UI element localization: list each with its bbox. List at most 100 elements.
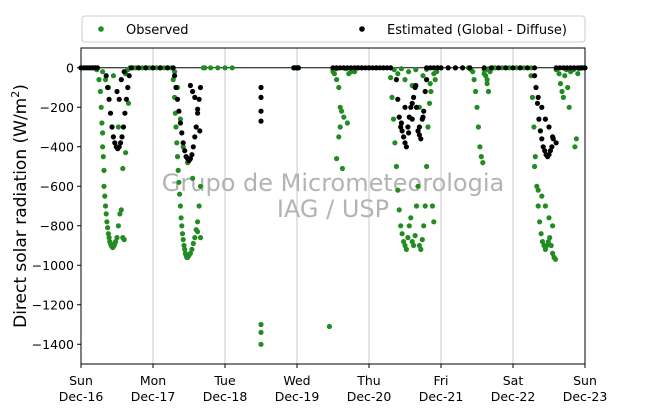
observed-point: [550, 223, 556, 229]
estimated-point: [402, 104, 408, 110]
observed-point: [334, 77, 340, 83]
x-tick-label-date: Dec-16: [59, 389, 104, 404]
estimated-point: [373, 65, 379, 71]
legend-marker-observed: [98, 26, 104, 32]
observed-point: [195, 219, 201, 225]
estimated-point: [396, 114, 402, 120]
observed-point: [98, 104, 104, 110]
estimated-point: [431, 65, 437, 71]
estimated-point: [539, 104, 545, 110]
estimated-point: [402, 140, 408, 146]
observed-point: [258, 341, 264, 347]
y-tick-label: 0: [66, 60, 74, 75]
estimated-point: [424, 65, 430, 71]
estimated-point: [334, 65, 340, 71]
estimated-point: [341, 65, 347, 71]
observed-point: [418, 246, 424, 252]
x-tick-label-date: Dec-20: [347, 389, 392, 404]
estimated-point: [103, 73, 109, 79]
estimated-point: [197, 128, 203, 134]
observed-point: [415, 183, 421, 189]
observed-point: [399, 231, 405, 237]
observed-point: [413, 203, 420, 209]
observed-point: [352, 69, 358, 75]
estimated-point: [564, 65, 570, 71]
observed-point: [102, 193, 108, 199]
observed-point: [174, 154, 181, 160]
observed-point: [557, 81, 564, 87]
observed-point: [412, 233, 418, 239]
observed-point: [474, 104, 480, 110]
observed-point: [403, 246, 409, 252]
y-axis-label-text: Direct solar radiation (W/m: [11, 98, 31, 328]
y-tick-label: −600: [40, 179, 74, 194]
estimated-point: [192, 134, 198, 140]
estimated-point: [422, 88, 428, 95]
estimated-point: [106, 96, 112, 102]
observed-point: [190, 240, 196, 247]
observed-point: [110, 73, 116, 79]
estimated-point: [359, 65, 365, 71]
observed-point: [115, 124, 121, 130]
estimated-point: [424, 77, 430, 83]
observed-point: [419, 237, 425, 243]
observed-point: [478, 154, 484, 160]
x-tick-label-date: Dec-19: [275, 389, 320, 404]
estimated-point: [355, 65, 361, 71]
observed-point: [431, 71, 437, 77]
legend-label-observed: Observed: [126, 23, 189, 38]
estimated-point: [195, 110, 201, 116]
x-tick-label-day: Sun: [69, 373, 93, 388]
observed-point: [539, 239, 546, 245]
observed-point: [172, 69, 178, 75]
estimated-point: [119, 134, 125, 140]
observed-point: [326, 323, 332, 330]
estimated-point: [549, 144, 555, 150]
estimated-point: [534, 100, 541, 106]
observed-point: [506, 65, 512, 71]
estimated-point: [398, 124, 404, 130]
observed-point: [572, 144, 578, 150]
observed-point: [539, 193, 545, 199]
estimated-point: [122, 110, 128, 116]
observed-point: [175, 167, 181, 173]
observed-point: [409, 239, 415, 245]
observed-point: [115, 223, 121, 229]
estimated-point: [197, 84, 204, 91]
observed-point: [534, 183, 540, 189]
estimated-point: [258, 108, 264, 114]
observed-point: [545, 239, 551, 245]
estimated-point: [467, 65, 473, 71]
estimated-point: [352, 65, 358, 71]
observed-point: [492, 65, 498, 71]
observed-point: [521, 65, 527, 71]
estimated-point: [420, 114, 426, 120]
observed-point: [565, 84, 571, 91]
observed-point: [542, 246, 549, 252]
estimated-point: [571, 65, 577, 71]
observed-point: [101, 183, 107, 189]
estimated-point: [128, 65, 134, 71]
observed-point: [190, 175, 196, 181]
estimated-point: [172, 73, 178, 79]
observed-point: [484, 77, 490, 83]
estimated-point: [539, 136, 545, 142]
estimated-point: [546, 152, 552, 158]
observed-point: [344, 120, 350, 126]
estimated-point: [118, 140, 124, 146]
observed-point: [177, 191, 183, 197]
estimated-point: [150, 65, 156, 71]
observed-point: [550, 250, 556, 256]
estimated-point: [190, 144, 196, 150]
estimated-point: [536, 116, 542, 122]
y-tick-label: −400: [40, 139, 74, 154]
observed-point: [392, 140, 398, 146]
estimated-point: [136, 65, 142, 71]
observed-point: [416, 242, 422, 249]
estimated-point: [121, 69, 127, 75]
observed-point: [484, 81, 490, 87]
observed-point: [425, 124, 431, 130]
estimated-point: [405, 124, 411, 130]
observed-point: [178, 215, 184, 221]
observed-point: [547, 235, 553, 241]
